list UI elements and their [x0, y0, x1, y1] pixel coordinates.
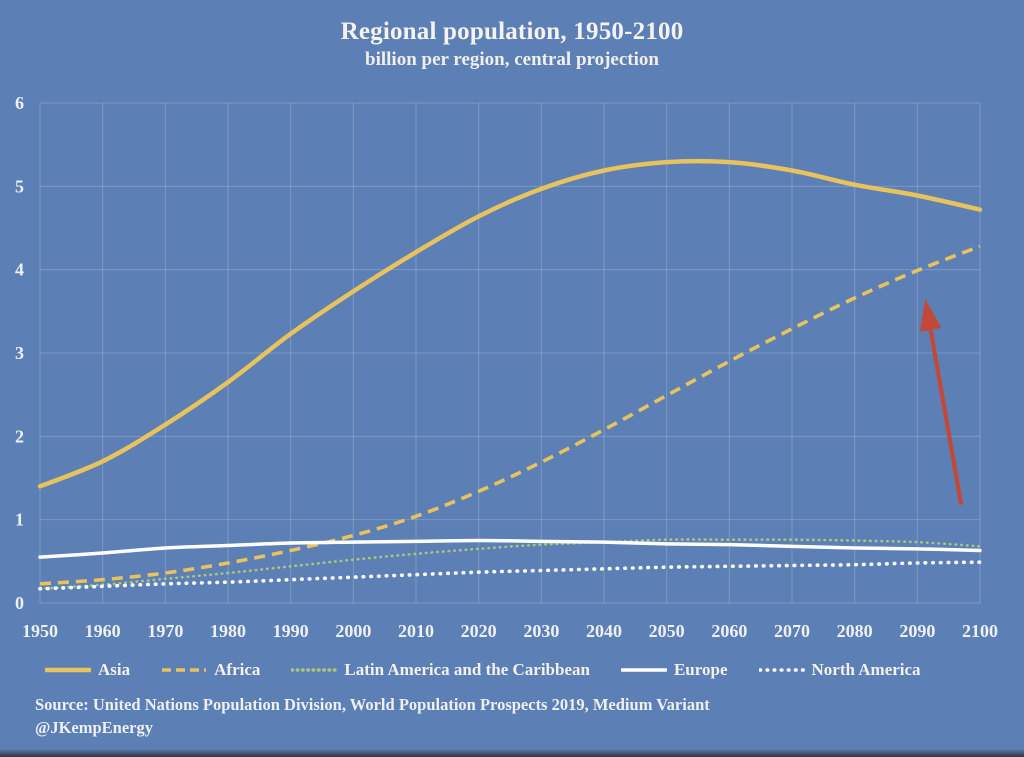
source-block: Source: United Nations Population Divisi… [35, 694, 710, 740]
x-tick-2040: 2040 [586, 621, 622, 641]
legend-item-africa: Africa [161, 660, 260, 680]
series-line-latin-america-and-the-caribbean [38, 538, 982, 591]
bottom-shade [0, 749, 1024, 757]
x-tick-2100: 2100 [962, 621, 998, 641]
x-tick-1950: 1950 [22, 621, 58, 641]
y-tick-3: 3 [15, 343, 24, 363]
legend-label-europe: Europe [673, 660, 728, 679]
axis-ticks: 1950 1960 1970 1980 1990 2000 2010 2020 2030 2040… [15, 93, 998, 641]
legend-item-europe: Europe [620, 660, 728, 680]
series-line-africa [39, 244, 981, 586]
legend-swatch-latin-america-and-the-caribbean [291, 668, 338, 672]
y-tick-6: 6 [15, 93, 24, 113]
legend-item-asia: Asia [45, 660, 130, 680]
x-tick-2020: 2020 [461, 621, 497, 641]
x-tick-2010: 2010 [398, 621, 434, 641]
chart-header: Regional population, 1950-2100 billion p… [0, 0, 1024, 71]
x-tick-2090: 2090 [899, 621, 935, 641]
legend-swatch-europe [620, 668, 667, 672]
legend-label-latin-america-and-the-caribbean: Latin America and the Caribbean [344, 660, 590, 679]
x-tick-2030: 2030 [523, 621, 559, 641]
series-line-asia [37, 158, 983, 489]
y-tick-4: 4 [15, 260, 24, 280]
legend-label-north-america: North America [811, 660, 921, 679]
x-tick-1990: 1990 [273, 621, 309, 641]
y-tick-5: 5 [15, 176, 24, 196]
source-attribution: Source: United Nations Population Divisi… [35, 695, 710, 714]
legend-item-latin-america-and-the-caribbean: Latin America and the Caribbean [291, 660, 590, 680]
x-tick-2080: 2080 [837, 621, 873, 641]
gridlines [39, 102, 981, 604]
y-tick-1: 1 [15, 510, 24, 530]
chart-title: Regional population, 1950-2100 [340, 18, 684, 45]
x-tick-2000: 2000 [335, 621, 371, 641]
annotation-arrow [919, 298, 964, 506]
legend-label-asia: Asia [98, 660, 131, 679]
x-tick-2050: 2050 [649, 621, 685, 641]
legend-item-north-america: North America [758, 660, 921, 680]
y-tick-0: 0 [15, 593, 24, 613]
legend-swatch-asia [45, 667, 91, 673]
legend-swatch-africa [162, 668, 207, 672]
series-line-north-america [38, 560, 982, 591]
x-tick-2060: 2060 [711, 621, 747, 641]
chart-subtitle: billion per region, central projection [365, 49, 659, 70]
x-tick-1970: 1970 [147, 621, 183, 641]
author-handle: @JKempEnergy [35, 717, 154, 737]
x-tick-1960: 1960 [85, 621, 121, 641]
legend-label-africa: Africa [214, 660, 261, 679]
series-line-europe [38, 538, 982, 559]
y-tick-2: 2 [15, 426, 24, 446]
x-tick-2070: 2070 [774, 621, 810, 641]
legend-swatch-north-america [758, 668, 805, 672]
x-tick-1980: 1980 [210, 621, 246, 641]
chart-legend: Asia Africa Latin America and the Caribbea… [45, 660, 995, 680]
